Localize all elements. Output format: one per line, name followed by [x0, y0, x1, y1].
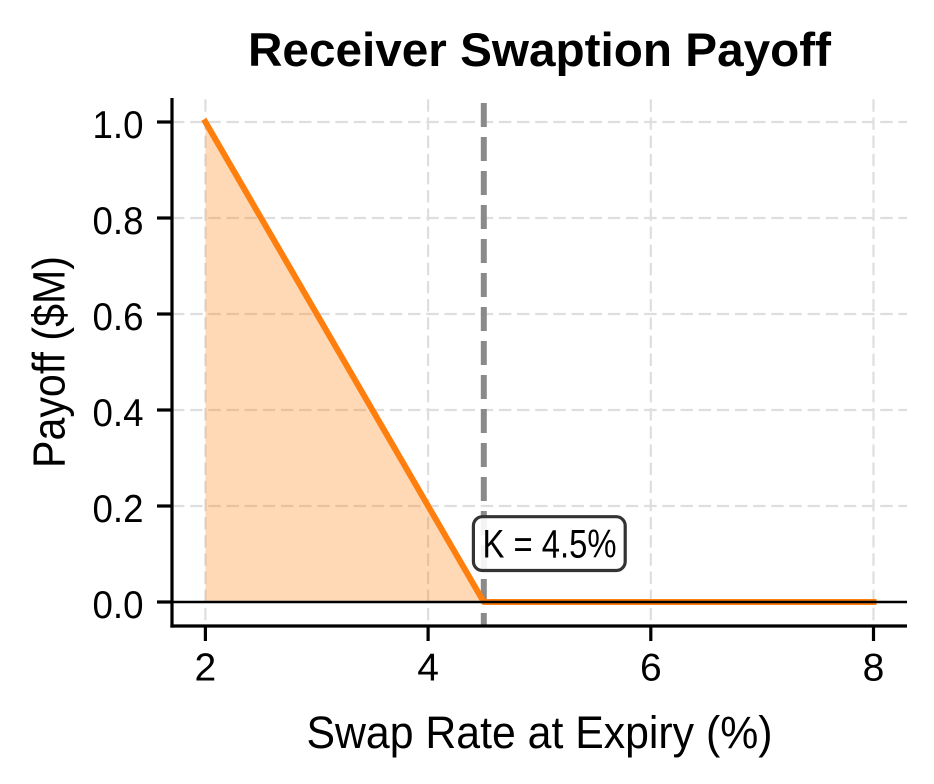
svg-text:0.2: 0.2 — [93, 488, 144, 531]
svg-text:2: 2 — [195, 647, 217, 690]
svg-text:0.6: 0.6 — [93, 296, 144, 339]
svg-text:0.8: 0.8 — [93, 200, 144, 243]
svg-text:0.0: 0.0 — [93, 584, 144, 627]
svg-text:K = 4.5%: K = 4.5% — [483, 523, 617, 567]
svg-text:1.0: 1.0 — [93, 104, 144, 147]
svg-text:6: 6 — [640, 647, 662, 690]
svg-text:Swap Rate at Expiry (%): Swap Rate at Expiry (%) — [307, 707, 773, 758]
svg-text:8: 8 — [863, 647, 885, 690]
svg-text:Receiver Swaption Payoff: Receiver Swaption Payoff — [248, 24, 831, 77]
svg-text:0.4: 0.4 — [93, 392, 144, 435]
svg-text:4: 4 — [417, 647, 439, 690]
svg-text:Payoff ($M): Payoff ($M) — [24, 256, 75, 468]
